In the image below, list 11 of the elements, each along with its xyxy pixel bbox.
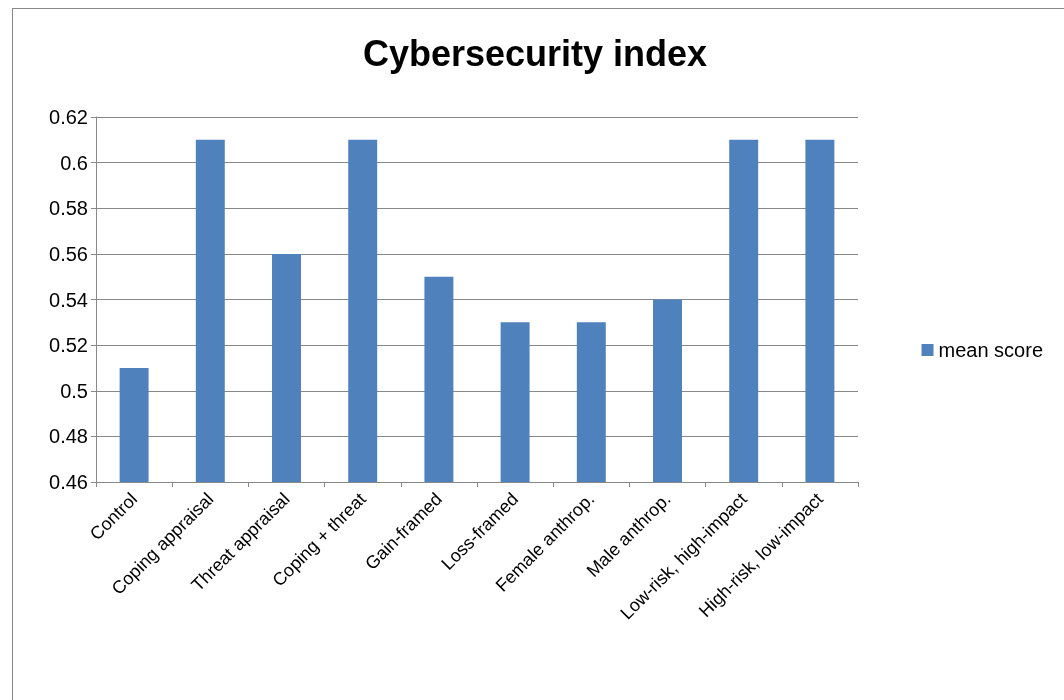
chart-title: Cybersecurity index [362, 32, 708, 74]
y-tick-label: 0.62 [49, 106, 88, 128]
y-tick-label: 0.52 [49, 334, 88, 357]
legend-label: mean score [938, 339, 1044, 361]
y-tick-label: 0.5 [60, 379, 88, 402]
y-tick-label: 0.54 [49, 288, 88, 311]
y-tick-label: 0.58 [49, 197, 88, 220]
y-tick-label: 0.48 [49, 425, 88, 448]
y-tick-label: 0.46 [49, 471, 88, 493]
y-tick-label: 0.6 [60, 151, 88, 174]
y-tick-label: 0.56 [49, 242, 88, 265]
